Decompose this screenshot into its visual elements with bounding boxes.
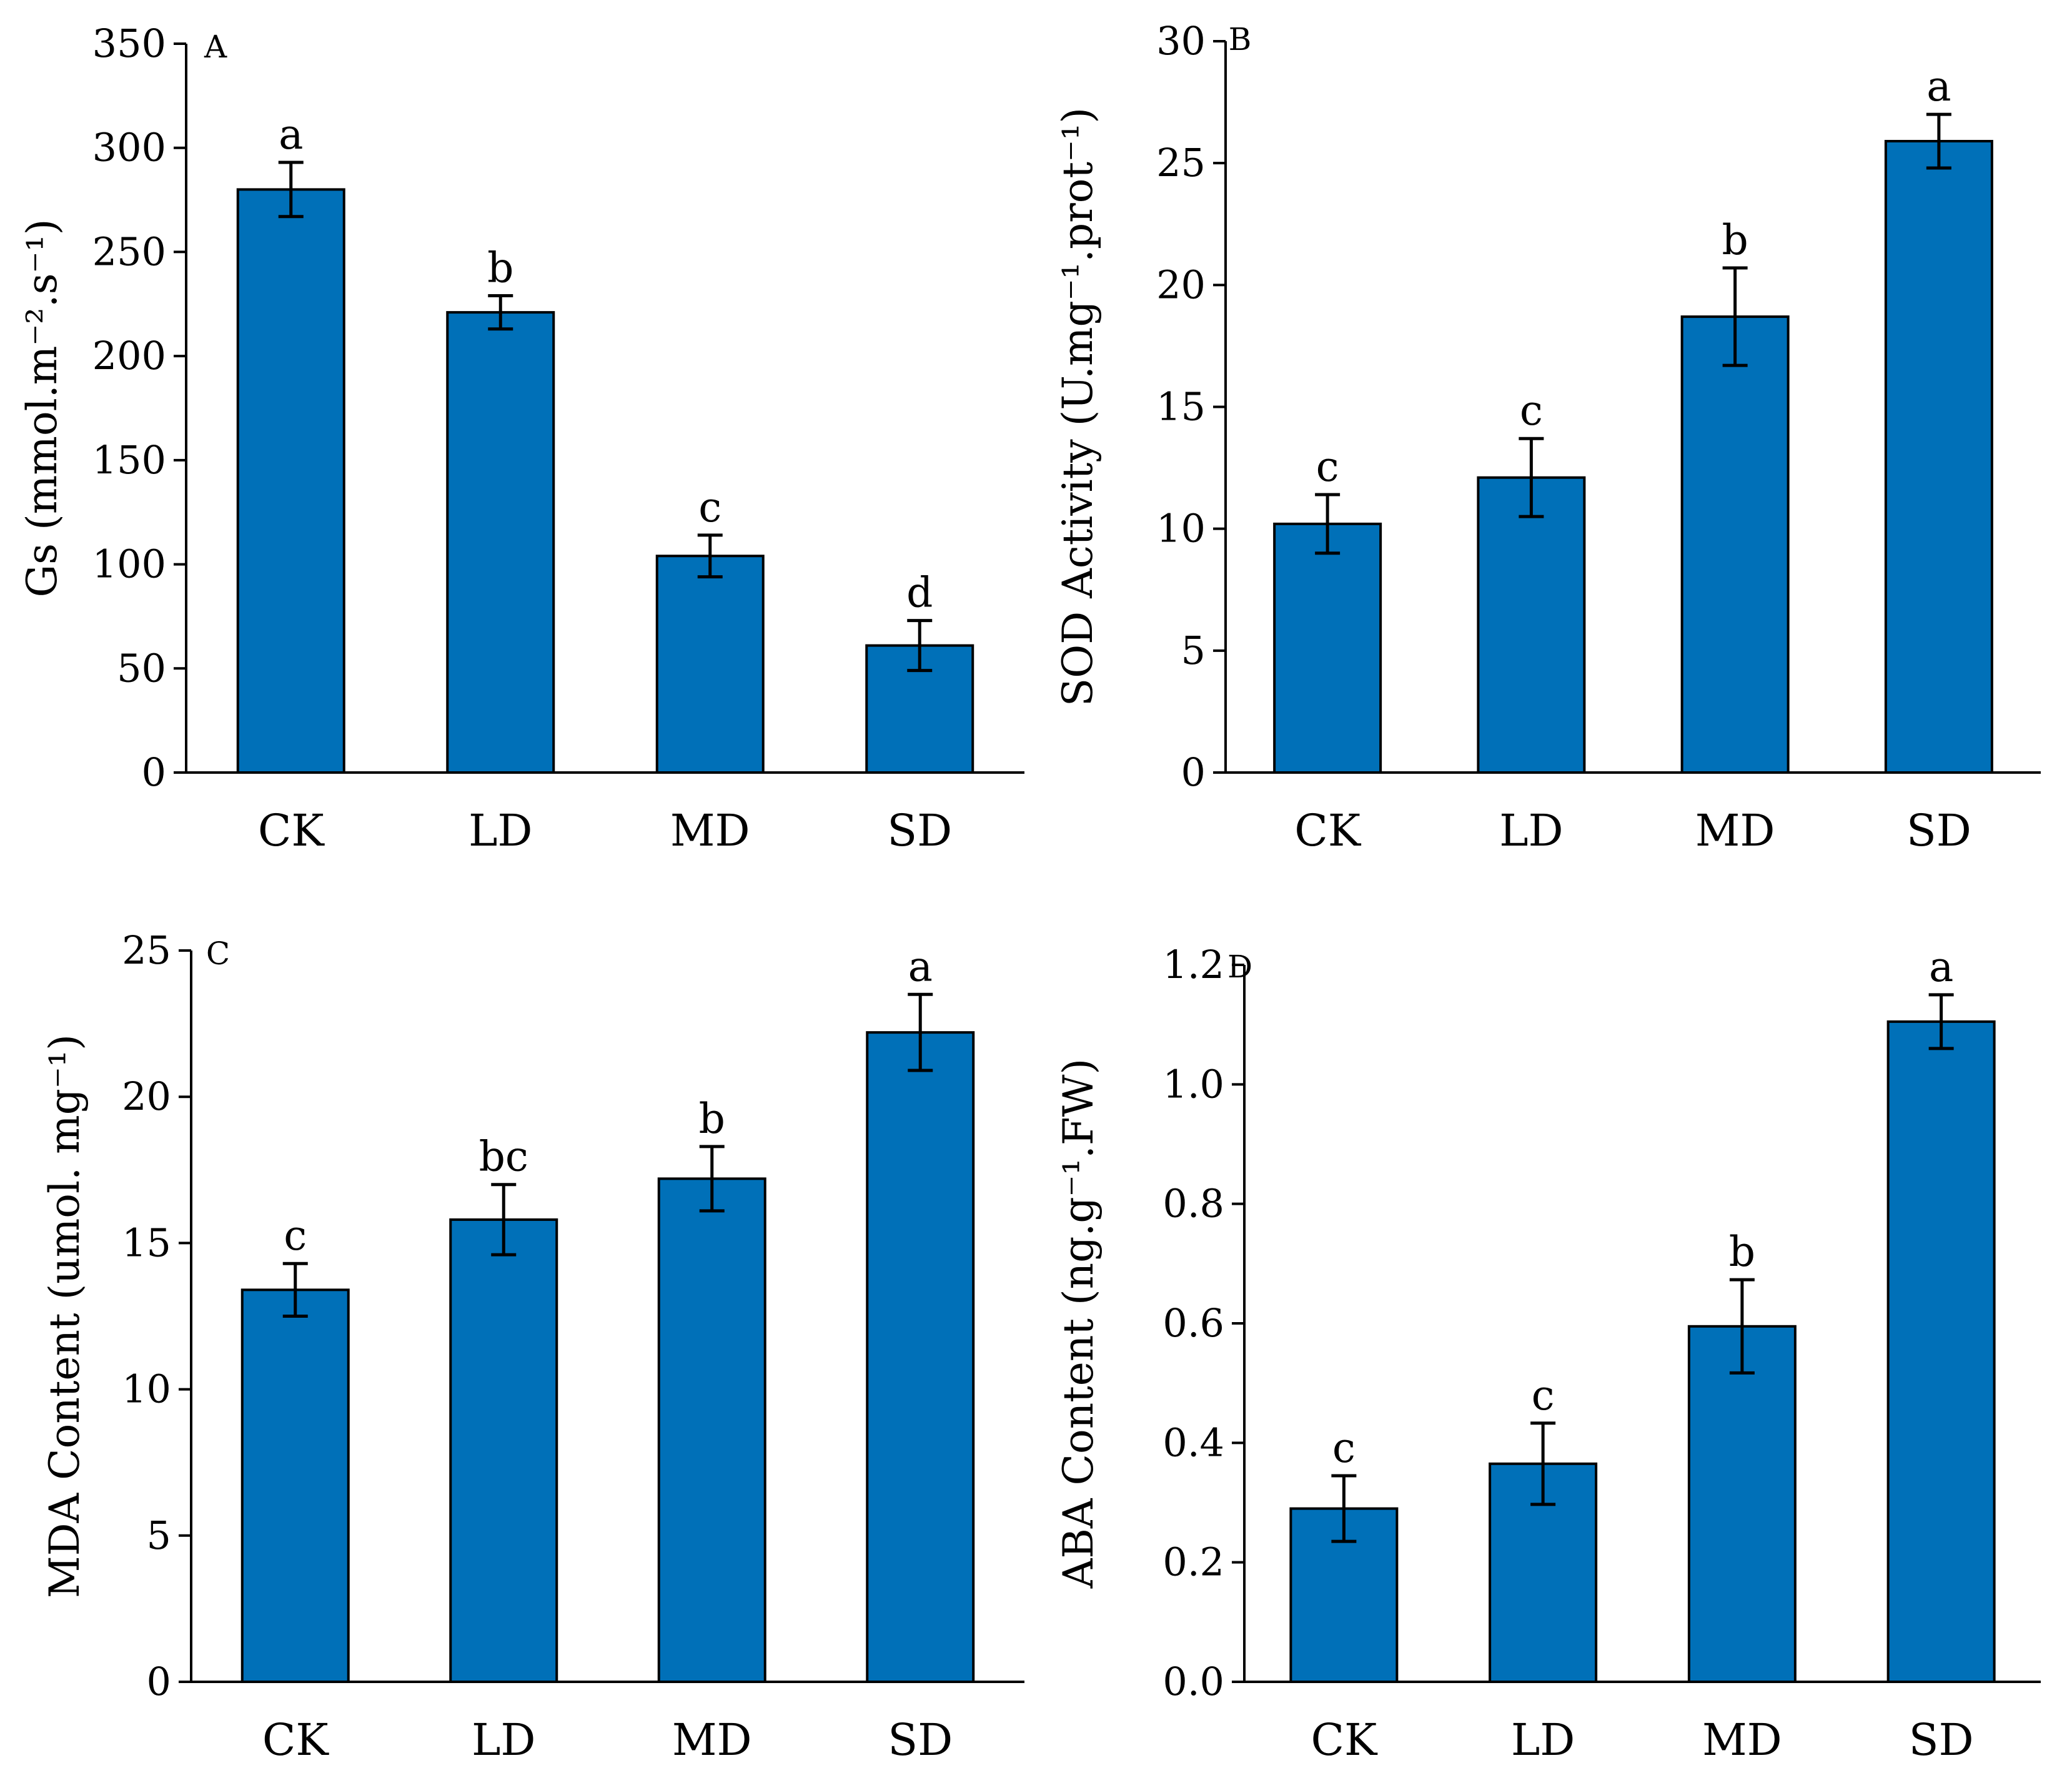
bar (446, 311, 555, 774)
category-label: SD (888, 1714, 953, 1766)
category-label: LD (468, 805, 533, 856)
y-tick-label: 5 (1181, 628, 1206, 673)
category-label: CK (1311, 1714, 1378, 1766)
y-tick-label: 0.2 (1162, 1539, 1224, 1585)
category-label: LD (472, 1714, 536, 1766)
y-axis-title: ABA Content (ng.g⁻¹.FW) (1054, 1059, 1103, 1589)
category-label: MD (1695, 805, 1775, 856)
y-tick-label: 1.2 (1162, 942, 1224, 987)
significance-label: c (284, 1212, 307, 1260)
category-label: CK (258, 805, 325, 856)
panel-letter: D (1227, 949, 1252, 985)
bar (240, 1288, 350, 1683)
category-label: LD (1511, 1714, 1575, 1766)
bar (236, 188, 345, 774)
y-tick-label: 25 (1156, 140, 1206, 185)
y-axis-title: MDA Content (umol. mg⁻¹) (41, 1034, 89, 1598)
y-tick-label: 100 (92, 541, 166, 587)
panel-c: 0 5 10 15 20 25 MDA Content (umol. mg⁻¹) Cc CK bc… (41, 927, 1024, 1766)
y-tick-label: 350 (92, 21, 166, 66)
significance-label: b (699, 1095, 725, 1143)
y-axis-title: Gs (mmol.m⁻².s⁻¹) (18, 219, 66, 597)
category-label: SD (887, 805, 952, 856)
y-axis-title: SOD Activity (U.mg⁻¹.prot⁻¹) (1054, 107, 1102, 706)
bar (1886, 1020, 1996, 1683)
y-tick-label: 20 (1156, 262, 1206, 307)
panel-a: 0 50 100 150 200 250 300 350 Gs (mmol.m⁻².s⁻¹) Aa… (18, 21, 1024, 856)
y-tick-label: 15 (1156, 384, 1206, 430)
y-tick-label: 200 (92, 333, 166, 378)
bar (866, 1031, 975, 1683)
significance-label: b (1722, 216, 1748, 264)
bar (1477, 476, 1586, 774)
bar (1273, 522, 1382, 774)
bar (449, 1218, 558, 1683)
significance-label: b (1729, 1228, 1755, 1276)
y-tick-label: 0 (142, 749, 166, 795)
significance-label: c (1532, 1371, 1555, 1420)
y-tick-label: 0 (147, 1659, 171, 1704)
y-tick-label: 0.8 (1162, 1181, 1224, 1227)
panel-d: 0.0 0.2 0.4 0.6 0.8 1.0 1.2 ABA Content (ng.g⁻¹… (1054, 942, 2041, 1766)
bar (1687, 1325, 1797, 1684)
y-tick-label: 0.6 (1162, 1300, 1224, 1346)
y-tick-label: 0.0 (1162, 1659, 1224, 1704)
y-tick-label: 15 (122, 1220, 171, 1265)
panel-letter: C (206, 936, 230, 972)
y-tick-label: 300 (92, 125, 166, 170)
significance-label: a (279, 111, 303, 159)
significance-label: c (1332, 1424, 1356, 1472)
panel-b: 0 5 10 15 20 25 30 SOD Activity (U.mg⁻¹.prot⁻¹)… (1054, 18, 2041, 856)
significance-label: c (1316, 443, 1339, 491)
y-tick-label: 30 (1156, 18, 1206, 64)
bar (655, 555, 765, 774)
significance-label: a (908, 942, 933, 990)
category-label: SD (1909, 1714, 1974, 1766)
y-tick-label: 20 (122, 1074, 171, 1119)
y-tick-label: 10 (122, 1366, 171, 1412)
significance-label: bc (479, 1133, 528, 1181)
y-tick-label: 25 (122, 927, 171, 973)
y-tick-label: 250 (92, 229, 166, 274)
y-tick-label: 5 (147, 1513, 171, 1558)
category-label: MD (1702, 1714, 1782, 1766)
category-label: MD (672, 1714, 752, 1766)
category-label: CK (1294, 805, 1362, 856)
bar (1680, 315, 1790, 774)
significance-label: c (698, 483, 721, 531)
bar (1884, 140, 1993, 774)
significance-label: d (906, 569, 933, 617)
significance-label: a (1929, 943, 1953, 991)
y-tick-label: 0.4 (1162, 1420, 1224, 1465)
category-label: MD (670, 805, 750, 856)
y-tick-label: 50 (117, 645, 166, 691)
y-tick-label: 10 (1156, 506, 1206, 551)
y-tick-label: 150 (92, 437, 166, 483)
category-label: LD (1499, 805, 1564, 856)
y-tick-label: 0 (1181, 749, 1206, 795)
significance-label: c (1520, 387, 1543, 435)
category-label: CK (262, 1714, 330, 1766)
bar (657, 1177, 766, 1684)
panel-letter: A (204, 29, 227, 65)
category-label: SD (1906, 805, 1971, 856)
panel-letter: B (1229, 21, 1252, 57)
significance-label: b (487, 244, 513, 292)
significance-label: a (1926, 62, 1951, 111)
y-tick-label: 1.0 (1162, 1061, 1224, 1107)
